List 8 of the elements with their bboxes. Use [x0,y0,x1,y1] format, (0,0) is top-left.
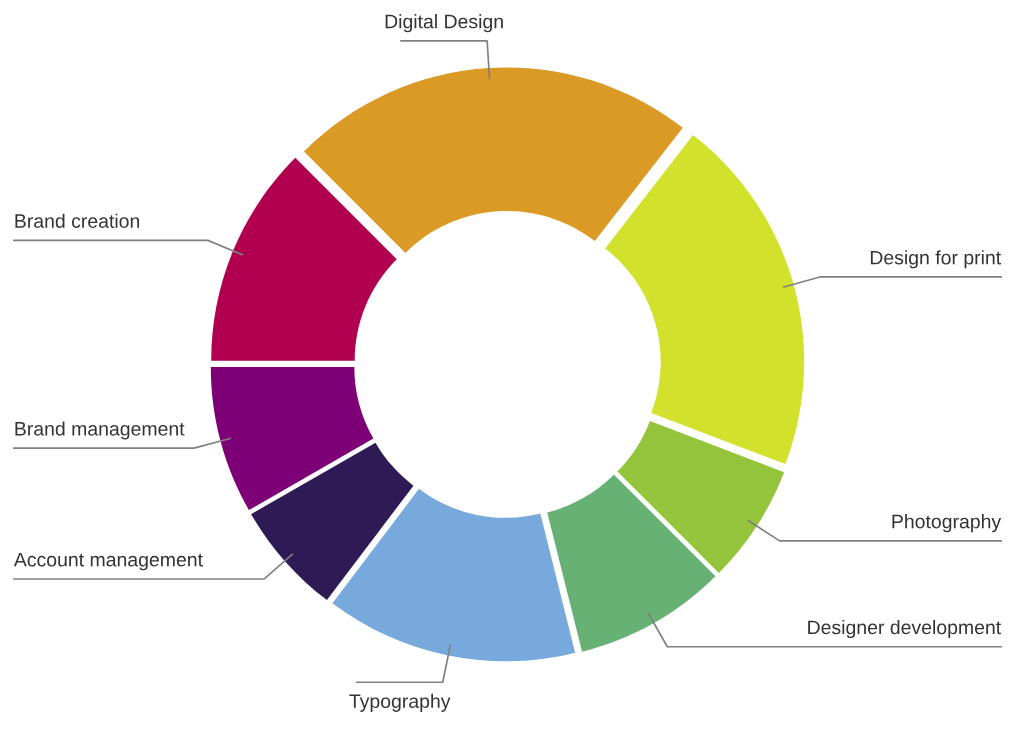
slice-label: Photography [892,514,1002,533]
slice-label: Brand creation [15,213,140,228]
slice-label: Brand management [15,421,185,440]
slice-label: Typography [349,693,451,712]
slice-label: Designer development [808,619,1002,639]
slice-label: Digital Design [385,14,503,33]
slice-label: Account management [13,552,203,571]
slice-label: Design for print [870,250,1002,269]
